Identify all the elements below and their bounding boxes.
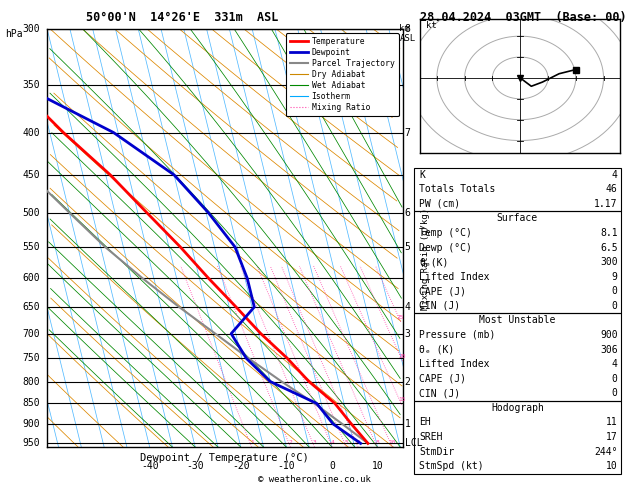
Text: 5: 5 xyxy=(345,440,348,445)
X-axis label: Dewpoint / Temperature (°C): Dewpoint / Temperature (°C) xyxy=(140,452,309,463)
Text: LCL: LCL xyxy=(404,438,422,449)
Text: 4: 4 xyxy=(330,440,334,445)
Text: 8: 8 xyxy=(375,440,379,445)
Text: 0: 0 xyxy=(612,374,618,384)
Text: 350: 350 xyxy=(23,80,40,89)
Text: 300: 300 xyxy=(23,24,40,34)
Text: 28.04.2024  03GMT  (Base: 00): 28.04.2024 03GMT (Base: 00) xyxy=(420,11,626,24)
Text: 0: 0 xyxy=(612,286,618,296)
Text: 2: 2 xyxy=(289,440,292,445)
Text: CIN (J): CIN (J) xyxy=(419,301,460,311)
Text: 6: 6 xyxy=(356,440,360,445)
Text: Lifted Index: Lifted Index xyxy=(419,272,489,282)
Text: 700: 700 xyxy=(23,329,40,339)
Text: 900: 900 xyxy=(600,330,618,340)
Text: km
ASL: km ASL xyxy=(399,24,416,43)
Text: Temp (°C): Temp (°C) xyxy=(419,228,472,238)
Text: CAPE (J): CAPE (J) xyxy=(419,374,466,384)
Text: 9: 9 xyxy=(612,272,618,282)
Text: Totals Totals: Totals Totals xyxy=(419,184,495,194)
Text: 306: 306 xyxy=(600,345,618,355)
Text: 0: 0 xyxy=(329,461,335,471)
Text: 3: 3 xyxy=(313,440,316,445)
Text: 4: 4 xyxy=(612,170,618,180)
Text: Surface: Surface xyxy=(497,213,538,224)
Text: 25: 25 xyxy=(397,315,404,320)
Text: 1: 1 xyxy=(250,440,253,445)
Text: kt: kt xyxy=(426,21,437,30)
Text: 1.17: 1.17 xyxy=(594,199,618,209)
Text: 0: 0 xyxy=(612,301,618,311)
Text: 20: 20 xyxy=(399,354,406,359)
Text: 10: 10 xyxy=(372,461,384,471)
Text: -10: -10 xyxy=(277,461,295,471)
Text: Lifted Index: Lifted Index xyxy=(419,359,489,369)
Text: 8.1: 8.1 xyxy=(600,228,618,238)
Text: 900: 900 xyxy=(23,419,40,429)
Text: θₑ(K): θₑ(K) xyxy=(419,257,448,267)
Text: 10: 10 xyxy=(606,461,618,471)
Text: 550: 550 xyxy=(23,242,40,252)
Text: Most Unstable: Most Unstable xyxy=(479,315,555,326)
Text: 50°00'N  14°26'E  331m  ASL: 50°00'N 14°26'E 331m ASL xyxy=(86,11,279,24)
Text: StmSpd (kt): StmSpd (kt) xyxy=(419,461,484,471)
Text: 650: 650 xyxy=(23,302,40,312)
Text: 600: 600 xyxy=(23,273,40,283)
Text: 400: 400 xyxy=(23,127,40,138)
Text: 500: 500 xyxy=(23,208,40,218)
Text: 750: 750 xyxy=(23,353,40,364)
Text: -40: -40 xyxy=(141,461,159,471)
Text: θₑ (K): θₑ (K) xyxy=(419,345,454,355)
Text: StmDir: StmDir xyxy=(419,447,454,457)
Text: SREH: SREH xyxy=(419,432,442,442)
Text: 0: 0 xyxy=(612,388,618,399)
Text: CIN (J): CIN (J) xyxy=(419,388,460,399)
Text: 7: 7 xyxy=(404,127,411,138)
Text: 4: 4 xyxy=(404,302,411,312)
Text: EH: EH xyxy=(419,417,431,428)
Text: 15: 15 xyxy=(398,398,405,402)
Text: K: K xyxy=(419,170,425,180)
Text: 17: 17 xyxy=(606,432,618,442)
Legend: Temperature, Dewpoint, Parcel Trajectory, Dry Adiabat, Wet Adiabat, Isotherm, Mi: Temperature, Dewpoint, Parcel Trajectory… xyxy=(286,33,399,116)
Text: Dewp (°C): Dewp (°C) xyxy=(419,243,472,253)
Text: PW (cm): PW (cm) xyxy=(419,199,460,209)
Text: Mixing Ratio (g/kg): Mixing Ratio (g/kg) xyxy=(421,208,430,310)
Text: 3: 3 xyxy=(404,329,411,339)
Text: © weatheronline.co.uk: © weatheronline.co.uk xyxy=(258,474,371,484)
Text: 450: 450 xyxy=(23,170,40,180)
Text: Hodograph: Hodograph xyxy=(491,403,544,413)
Text: 5: 5 xyxy=(404,242,411,252)
Text: hPa: hPa xyxy=(5,29,23,39)
Text: 10: 10 xyxy=(389,440,396,445)
Text: 850: 850 xyxy=(23,399,40,408)
Text: 950: 950 xyxy=(23,438,40,449)
Text: 1: 1 xyxy=(404,419,411,429)
Text: Pressure (mb): Pressure (mb) xyxy=(419,330,495,340)
Text: 46: 46 xyxy=(606,184,618,194)
Text: 244°: 244° xyxy=(594,447,618,457)
Text: CAPE (J): CAPE (J) xyxy=(419,286,466,296)
Text: 4: 4 xyxy=(612,359,618,369)
Text: 300: 300 xyxy=(600,257,618,267)
Text: 8: 8 xyxy=(404,24,411,34)
Text: 6: 6 xyxy=(404,208,411,218)
Text: 2: 2 xyxy=(404,377,411,386)
Text: 11: 11 xyxy=(606,417,618,428)
Text: 800: 800 xyxy=(23,377,40,386)
Text: 6.5: 6.5 xyxy=(600,243,618,253)
Text: -30: -30 xyxy=(186,461,204,471)
Text: -20: -20 xyxy=(232,461,250,471)
